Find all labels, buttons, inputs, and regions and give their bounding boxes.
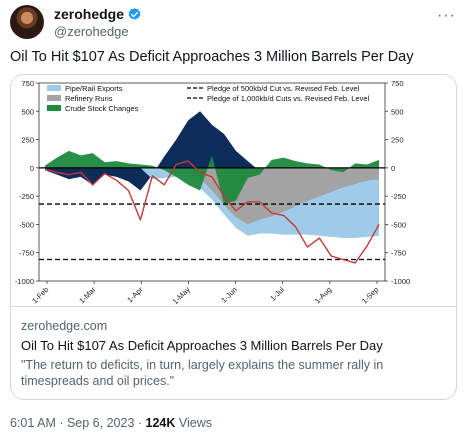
legend-swatch xyxy=(47,105,61,111)
avatar[interactable] xyxy=(10,5,44,39)
views-label: Views xyxy=(178,416,213,430)
views-count: 124K xyxy=(145,416,176,430)
x-tick-label: 1-Jun xyxy=(219,285,239,305)
chart-areas xyxy=(45,111,379,239)
legend-label: Refinery Runs xyxy=(65,94,113,103)
verified-badge-icon xyxy=(128,7,141,20)
chart-reference-lines xyxy=(39,203,385,261)
x-tick-label: 1-May xyxy=(171,285,192,306)
more-options-icon[interactable]: ··· xyxy=(437,7,456,24)
tweet-footer: 6:01 AM · Sep 6, 2023 · 124K Views xyxy=(10,416,212,430)
y-tick-label-left: 500 xyxy=(21,107,34,116)
legend-swatch xyxy=(47,95,61,101)
card-divider xyxy=(11,306,456,307)
area-refinery-runs xyxy=(45,167,379,225)
x-tick-label: 1-Feb xyxy=(30,285,50,305)
card-meta: zerohedge.com Oil To Hit $107 As Deficit… xyxy=(21,319,446,389)
name-row: zerohedge xyxy=(54,6,142,22)
legend-label: Pipe/Rail Exports xyxy=(65,84,123,93)
legend-label: Pledge of 500kb/d Cut vs. Revised Feb. L… xyxy=(207,84,360,93)
y-tick-label-right: -500 xyxy=(391,220,406,229)
y-tick-label-right: 250 xyxy=(391,136,404,145)
series-line xyxy=(44,160,380,264)
author-name[interactable]: zerohedge xyxy=(54,6,125,22)
separator-dot: · xyxy=(137,416,143,430)
tweet-header: zerohedge @zerohedge ··· xyxy=(10,5,460,41)
tweet-text: Oil To Hit $107 As Deficit Approaches 3 … xyxy=(10,49,414,65)
legend-label: Crude Stock Changes xyxy=(65,104,139,113)
card-domain[interactable]: zerohedge.com xyxy=(21,319,108,333)
y-tick-label-right: -250 xyxy=(391,192,406,201)
y-tick-label-right: 0 xyxy=(391,164,395,173)
y-axis-ticks: 750 750 500 500 250 250 0 0 -250 -250 -500 -500 -750… xyxy=(15,79,410,286)
y-tick-label-right: 750 xyxy=(391,79,404,88)
legend-swatch xyxy=(47,85,61,91)
y-tick-label-left: 0 xyxy=(30,164,34,173)
card-description: "The return to deficits, in turn, largel… xyxy=(21,358,384,388)
y-tick-label-right: -750 xyxy=(391,249,406,258)
chart-line xyxy=(44,160,380,264)
area-pipe-rail-exports xyxy=(45,167,379,239)
link-card[interactable]: 750 750 500 500 250 250 0 0 -250 -250 -500 -500 -750… xyxy=(10,74,457,400)
y-tick-label-left: -500 xyxy=(19,220,34,229)
y-tick-label-left: 250 xyxy=(21,136,34,145)
x-tick-label: 1-Apr xyxy=(125,285,145,305)
tweet-time[interactable]: 6:01 AM · Sep 6, 2023 xyxy=(10,416,135,430)
x-tick-label: 1-Sep xyxy=(360,285,381,306)
x-tick-label: 1-Mar xyxy=(77,285,98,306)
y-tick-label-left: -750 xyxy=(19,249,34,258)
y-tick-label-left: -250 xyxy=(19,192,34,201)
y-tick-label-right: 500 xyxy=(391,107,404,116)
x-tick-label: 1-Aug xyxy=(313,285,334,306)
x-tick-label: 1-Jul xyxy=(268,285,286,303)
y-tick-label-left: 750 xyxy=(21,79,34,88)
chart-image: 750 750 500 500 250 250 0 0 -250 -250 -500 -500 -750… xyxy=(11,75,456,306)
y-tick-label-right: -1000 xyxy=(391,277,410,286)
legend-label: Pledge of 1,000kb/d Cuts vs. Revised Feb… xyxy=(207,94,370,103)
area-crude-stock-changes xyxy=(45,150,379,205)
card-title[interactable]: Oil To Hit $107 As Deficit Approaches 3 … xyxy=(21,338,383,353)
chart-svg: 750 750 500 500 250 250 0 0 -250 -250 -500 -500 -750… xyxy=(15,79,410,306)
author-handle[interactable]: @zerohedge xyxy=(54,24,129,39)
y-tick-label-left: -1000 xyxy=(15,277,34,286)
x-axis-ticks: 1-Feb 1-Mar 1-Apr 1-May 1-Jun 1-Jul 1-Aug 1-Sep xyxy=(30,281,380,306)
author-block: zerohedge @zerohedge xyxy=(54,6,142,39)
